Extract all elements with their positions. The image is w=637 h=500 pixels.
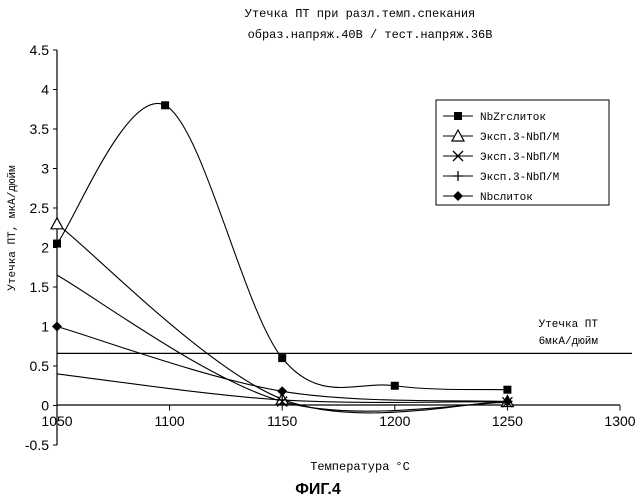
y-axis-label: Утечка ПТ, мкА/дюйм [7, 165, 19, 291]
legend-marker [454, 112, 462, 120]
y-tick-label: 4 [41, 82, 49, 98]
y-ticks: -0.5 0 0.5 1 1.5 2 2.5 3 3.5 4 4.5 [25, 42, 57, 453]
y-tick-label: 1 [41, 319, 49, 335]
series-4-point [52, 322, 62, 332]
legend: NbZrслиток Эксп.3-NbП/М Эксп.3-NbП/М Эксп.3… [436, 100, 609, 205]
x-tick-label: 1050 [41, 413, 72, 429]
chart-subtitle: образ.напряж.40В / тест.напряж.36В [248, 28, 493, 42]
x-tick-label: 1100 [155, 413, 185, 429]
y-tick-label: 3.5 [30, 121, 50, 137]
y-tick-label: 0 [41, 398, 49, 414]
legend-label: Эксп.3-NbП/М [480, 172, 559, 184]
y-tick-label: -0.5 [25, 437, 49, 453]
y-tick-label: 0.5 [30, 358, 50, 374]
y-tick-label: 2.5 [30, 200, 50, 216]
figure-caption: ФИГ.4 [295, 481, 341, 498]
series-0-point [391, 382, 399, 390]
x-axis-label-text: Температура [310, 460, 389, 474]
legend-label: Эксп.3-NbП/М [480, 132, 559, 144]
legend-label: Nbслиток [480, 192, 533, 204]
series-0-point [161, 101, 169, 109]
reference-line: Утечка ПТ 6мкА/дюйм [57, 319, 632, 353]
series-0-point [53, 240, 61, 248]
series-4-point [277, 386, 287, 396]
legend-label: Эксп.3-NbП/М [480, 152, 559, 164]
series-0-point [278, 354, 286, 362]
y-tick-label: 1.5 [30, 279, 50, 295]
x-axis-label: Температура °C [310, 460, 410, 474]
x-tick-label: 1150 [267, 413, 297, 429]
chart-title: Утечка ПТ при разл.темп.спекания [245, 7, 475, 21]
x-axis-label-unit: °C [395, 460, 409, 474]
y-tick-label: 2 [41, 240, 49, 256]
y-tick-label: 4.5 [30, 42, 50, 58]
legend-label: NbZrслиток [480, 112, 546, 124]
x-tick-label: 1300 [604, 413, 635, 429]
reference-line-label-2: 6мкА/дюйм [539, 336, 599, 348]
reference-line-label-1: Утечка ПТ [539, 319, 599, 331]
x-tick-label: 1250 [492, 413, 523, 429]
x-ticks: 1050 1100 1150 1200 1250 1300 [41, 406, 635, 430]
series-0-point [503, 386, 511, 394]
series-1-point [51, 218, 63, 229]
x-tick-label: 1200 [379, 413, 410, 429]
y-tick-label: 3 [41, 161, 49, 177]
